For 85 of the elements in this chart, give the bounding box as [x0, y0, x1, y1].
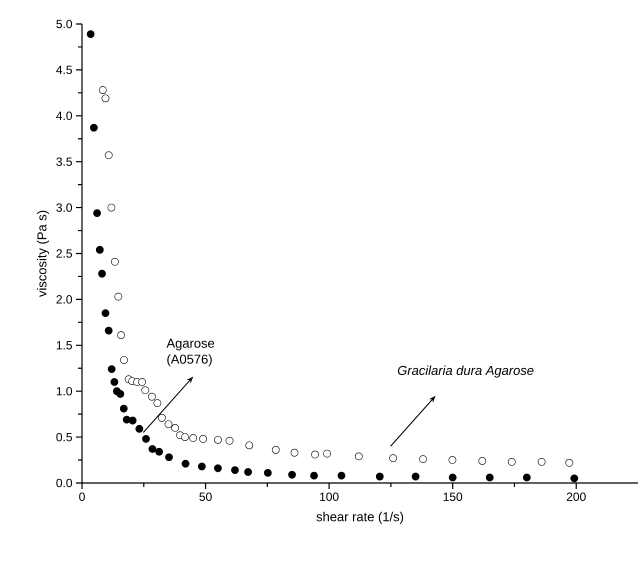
y-tick-label: 5.0: [56, 20, 72, 28]
y-tick-label: 3.0: [56, 203, 72, 212]
y-tick-label: 3.5: [56, 157, 72, 166]
point: [120, 356, 128, 364]
point: [114, 292, 122, 301]
point: [478, 457, 486, 465]
point: [108, 204, 116, 212]
y-tick-label: 0.5: [56, 432, 72, 442]
point: [231, 466, 239, 474]
y-tick-label: 2.0: [56, 295, 72, 304]
point: [226, 436, 234, 445]
point: [148, 445, 156, 453]
point: [164, 420, 172, 428]
point: [323, 450, 332, 458]
point: [128, 416, 137, 424]
point: [486, 474, 494, 482]
point: [244, 468, 252, 476]
point: [93, 209, 101, 217]
point: [310, 472, 318, 480]
x-tick-label: 200: [566, 492, 586, 501]
y-tick-label: 1.5: [56, 341, 72, 350]
point: [155, 448, 164, 456]
point: [102, 94, 110, 102]
point: [104, 151, 113, 160]
point: [90, 124, 98, 132]
point: [538, 458, 546, 466]
point: [171, 424, 180, 432]
point: [148, 392, 156, 401]
point: [135, 424, 144, 433]
point: [165, 453, 173, 462]
annotation: Agarose (A0576): [166, 338, 214, 366]
x-tick-label: 150: [444, 492, 462, 501]
point: [153, 399, 162, 408]
point: [141, 386, 150, 394]
point: [120, 404, 128, 413]
point: [508, 458, 516, 466]
point: [189, 434, 198, 442]
point: [96, 246, 104, 254]
annotation: Gracilaria dura Agarose: [398, 366, 534, 378]
point: [448, 474, 457, 482]
point: [272, 446, 280, 454]
point: [199, 435, 207, 443]
point: [448, 456, 456, 464]
x-tick-label: 100: [320, 492, 339, 501]
point: [86, 30, 95, 38]
point: [412, 472, 420, 480]
y-tick-label: 4.5: [56, 66, 72, 74]
point: [182, 460, 190, 468]
point: [290, 448, 298, 457]
point: [142, 435, 150, 443]
point: [214, 436, 222, 444]
point: [214, 464, 222, 472]
point: [102, 309, 110, 318]
point: [104, 326, 113, 334]
point: [376, 472, 384, 480]
point: [181, 433, 189, 441]
point: [245, 441, 254, 450]
point: [98, 270, 106, 278]
point: [570, 474, 578, 482]
point: [522, 474, 531, 482]
point: [354, 452, 363, 460]
point: [117, 331, 125, 340]
point: [138, 378, 146, 386]
point: [565, 458, 574, 467]
point: [98, 86, 107, 94]
y-axis-title: viscosity (Pa s): [36, 210, 50, 297]
y-tick-label: 1.0: [56, 386, 72, 396]
x-tick-label: 50: [199, 492, 212, 501]
point: [108, 365, 116, 374]
point: [116, 390, 124, 398]
point: [389, 454, 398, 462]
point: [264, 468, 272, 477]
y-tick-label: 4.0: [56, 112, 72, 120]
point: [110, 378, 118, 386]
point: [158, 414, 166, 422]
point: [338, 472, 346, 480]
point: [110, 258, 119, 266]
y-tick-label: 2.5: [56, 249, 72, 258]
y-tick-label: 0.0: [56, 478, 72, 488]
point: [311, 450, 319, 458]
x-axis-title: shear rate (1/s): [316, 512, 404, 524]
point: [419, 455, 427, 464]
point: [198, 462, 206, 470]
x-tick-label: 0: [79, 492, 85, 501]
point: [288, 470, 296, 479]
